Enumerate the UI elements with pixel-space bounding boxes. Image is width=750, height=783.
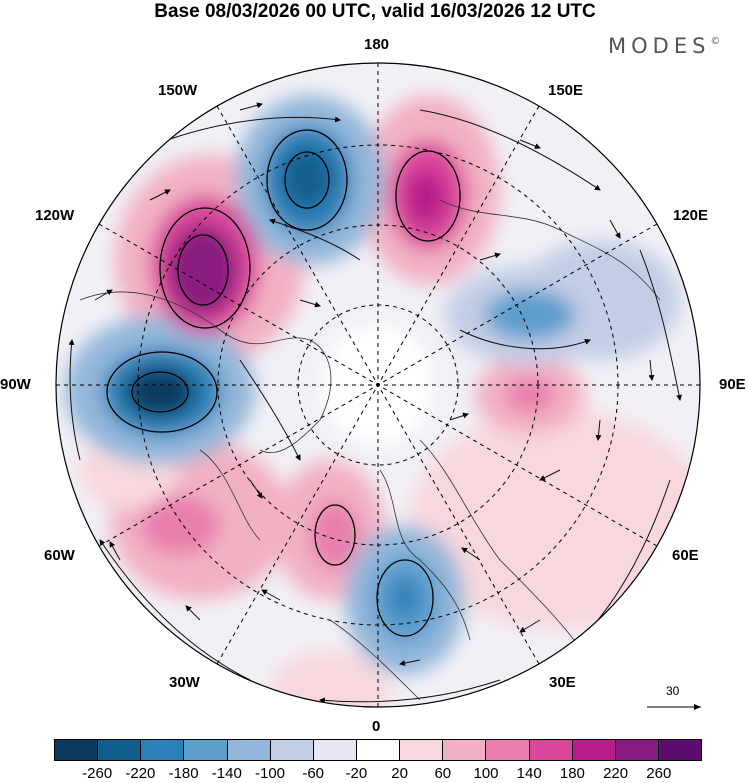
colorbar-swatch xyxy=(356,740,401,760)
colorbar-swatch xyxy=(98,740,142,760)
colorbar-swatch xyxy=(486,740,530,760)
colorbar-tick-label: 180 xyxy=(559,765,585,782)
colorbar-swatch xyxy=(615,740,659,760)
lon-label-120w: 120W xyxy=(35,207,75,224)
lon-label-60w: 60W xyxy=(44,547,75,564)
lon-label-0: 0 xyxy=(372,718,381,735)
colorbar-tick-label: -180 xyxy=(168,765,199,782)
colorbar-tick-label: -260 xyxy=(82,765,113,782)
brand-mark: © xyxy=(710,36,721,47)
colorbar-ticks: -260 -220 -180 -140 -100 -60 -20 20 60 100 140 180 2… xyxy=(54,762,702,782)
anomaly-field xyxy=(56,63,700,707)
colorbar-swatch xyxy=(141,740,185,760)
colorbar-tick-label: -60 xyxy=(302,765,325,782)
colorbar-tick-label: -220 xyxy=(125,765,156,782)
lon-label-30w: 30W xyxy=(169,674,200,691)
lon-label-180: 180 xyxy=(364,36,390,53)
colorbar-tick-label: 60 xyxy=(434,765,452,782)
lon-label-120e: 120E xyxy=(673,207,709,224)
colorbar-swatch xyxy=(400,740,444,760)
colorbar-tick-label: 220 xyxy=(603,765,629,782)
colorbar-tick-label: 20 xyxy=(391,765,408,782)
reference-vector-label: 30 xyxy=(666,684,680,698)
colorbar xyxy=(54,739,702,761)
colorbar-tick-label: -20 xyxy=(345,765,368,782)
lon-label-90e: 90E xyxy=(719,376,746,393)
lon-label-90w: 90W xyxy=(0,376,31,393)
colorbar-swatch xyxy=(227,740,271,760)
colorbar-tick-label: 260 xyxy=(646,765,672,782)
colorbar-swatch xyxy=(572,740,616,760)
colorbar-swatch xyxy=(658,740,702,760)
lon-label-60e: 60E xyxy=(672,547,699,564)
map-title: Base 08/03/2026 00 UTC, valid 16/03/2026… xyxy=(154,1,596,22)
colorbar-tick-label: -100 xyxy=(254,765,286,782)
colorbar-swatch xyxy=(313,740,357,760)
colorbar-swatch xyxy=(529,740,573,760)
colorbar-swatch xyxy=(184,740,228,760)
brand-name: MODES xyxy=(608,34,711,58)
colorbar-tick-label: 100 xyxy=(473,765,499,782)
lon-label-150e: 150E xyxy=(548,82,584,99)
lon-label-30e: 30E xyxy=(549,674,576,691)
colorbar-swatch xyxy=(55,740,99,760)
colorbar-tick-label: 140 xyxy=(516,765,542,782)
reference-vector-arrow-icon xyxy=(647,704,701,710)
colorbar-tick-label: -140 xyxy=(211,765,242,782)
lon-label-150w: 150W xyxy=(158,82,198,99)
colorbar-swatch xyxy=(443,740,487,760)
brand-logo: MODES© xyxy=(608,34,720,58)
colorbar-swatch xyxy=(270,740,314,760)
map-boundary xyxy=(55,62,701,708)
